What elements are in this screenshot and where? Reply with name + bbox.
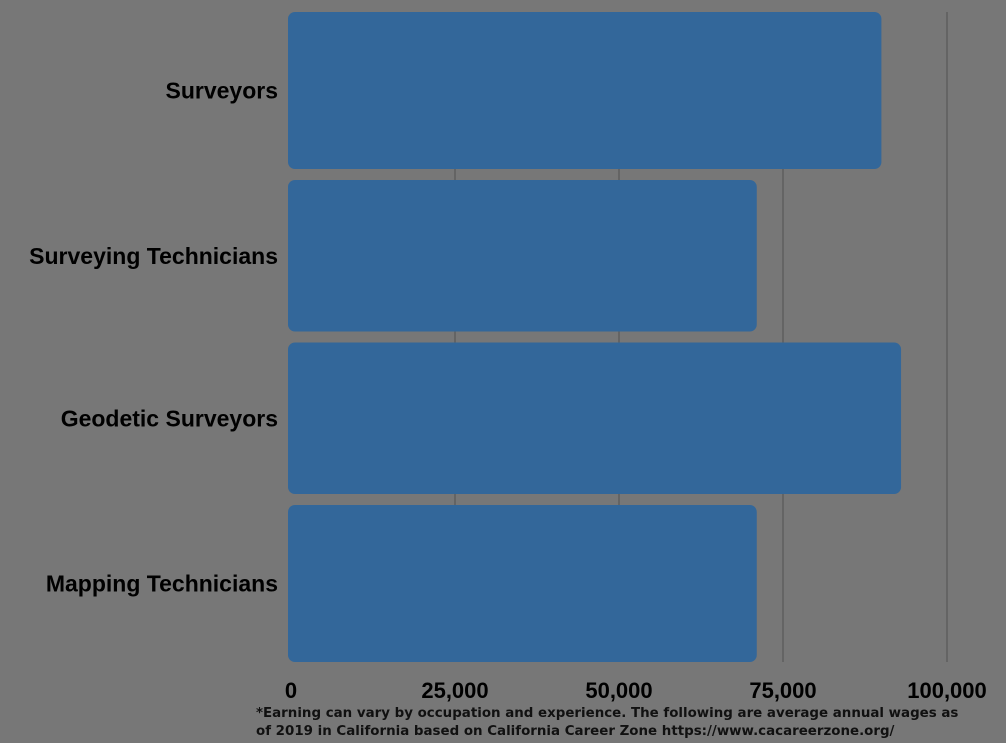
x-tick-labels: 0 25,000 50,000 75,000 100,000: [285, 678, 987, 703]
footnote-line-2: of 2019 in California based on Californi…: [256, 724, 895, 739]
category-label: Geodetic Surveyors: [61, 405, 278, 431]
footnote-line-1: *Earning can vary by occupation and expe…: [256, 706, 959, 721]
bar-mapping-technicians: [288, 505, 757, 662]
x-tick-label: 50,000: [585, 678, 652, 703]
category-labels: Surveyors Surveying Technicians Geodetic S…: [29, 78, 278, 597]
category-label: Surveyors: [165, 78, 278, 104]
category-label: Surveying Technicians: [29, 243, 278, 269]
x-tick-label: 100,000: [907, 678, 987, 703]
x-tick-label: 75,000: [749, 678, 816, 703]
bar-surveyors: [288, 12, 882, 169]
category-label: Mapping Technicians: [46, 571, 278, 597]
bars: [288, 12, 902, 662]
bar-geodetic-surveyors: [288, 342, 902, 494]
x-tick-label: 25,000: [421, 678, 488, 703]
footnote: *Earning can vary by occupation and expe…: [256, 705, 1006, 741]
bar-surveying-technicians: [288, 180, 757, 332]
x-tick-label: 0: [285, 678, 297, 703]
